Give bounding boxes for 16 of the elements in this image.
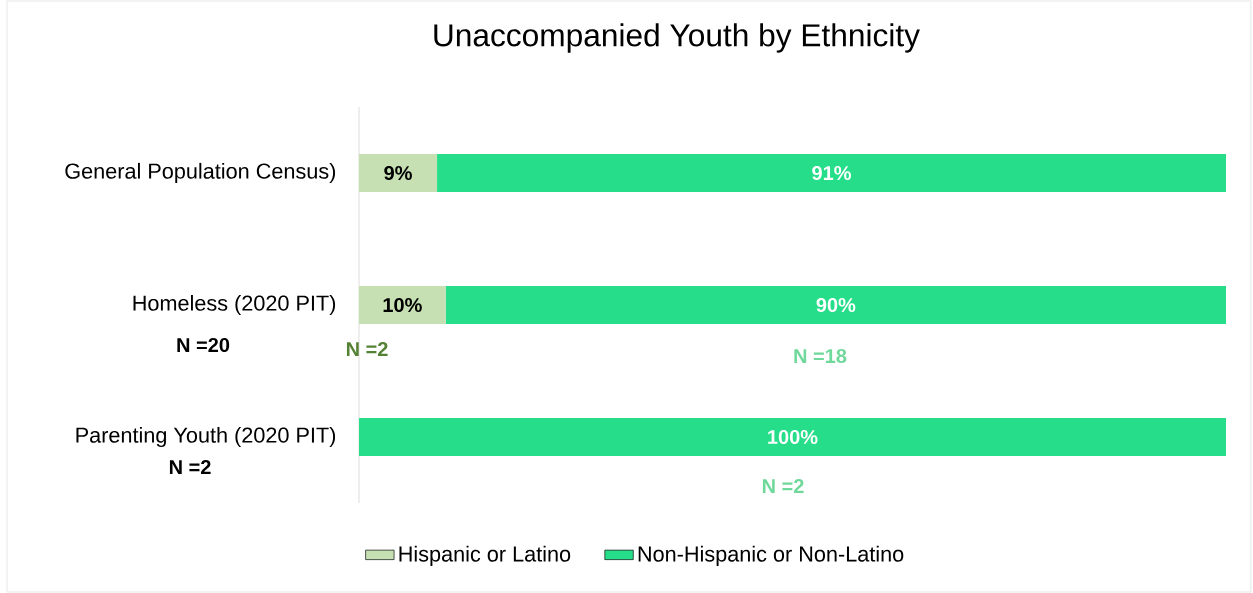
legend-label: Hispanic or Latino	[399, 545, 571, 566]
data-label: 100%	[768, 429, 818, 445]
legend-label: Non-Hispanic or Non-Latino	[638, 545, 904, 566]
text: N =2	[169, 460, 211, 474]
y-tick-label: Parenting Youth (2020 PIT)	[76, 426, 336, 448]
text: N =20	[177, 337, 230, 353]
data-label: 10%	[383, 297, 422, 313]
y-tick-label: General Population Census)	[65, 162, 336, 184]
data-label: 91%	[812, 165, 851, 181]
data-label: 90%	[816, 297, 856, 313]
data-label: 9%	[384, 165, 412, 181]
annotation: N =18	[794, 348, 847, 364]
chart-title: Unaccompanied Youth by Ethnicity	[434, 23, 920, 53]
annotation: N =2	[346, 342, 388, 356]
y-tick-label: Homeless (2020 PIT)	[133, 294, 336, 316]
annotation: N =2	[762, 479, 804, 493]
